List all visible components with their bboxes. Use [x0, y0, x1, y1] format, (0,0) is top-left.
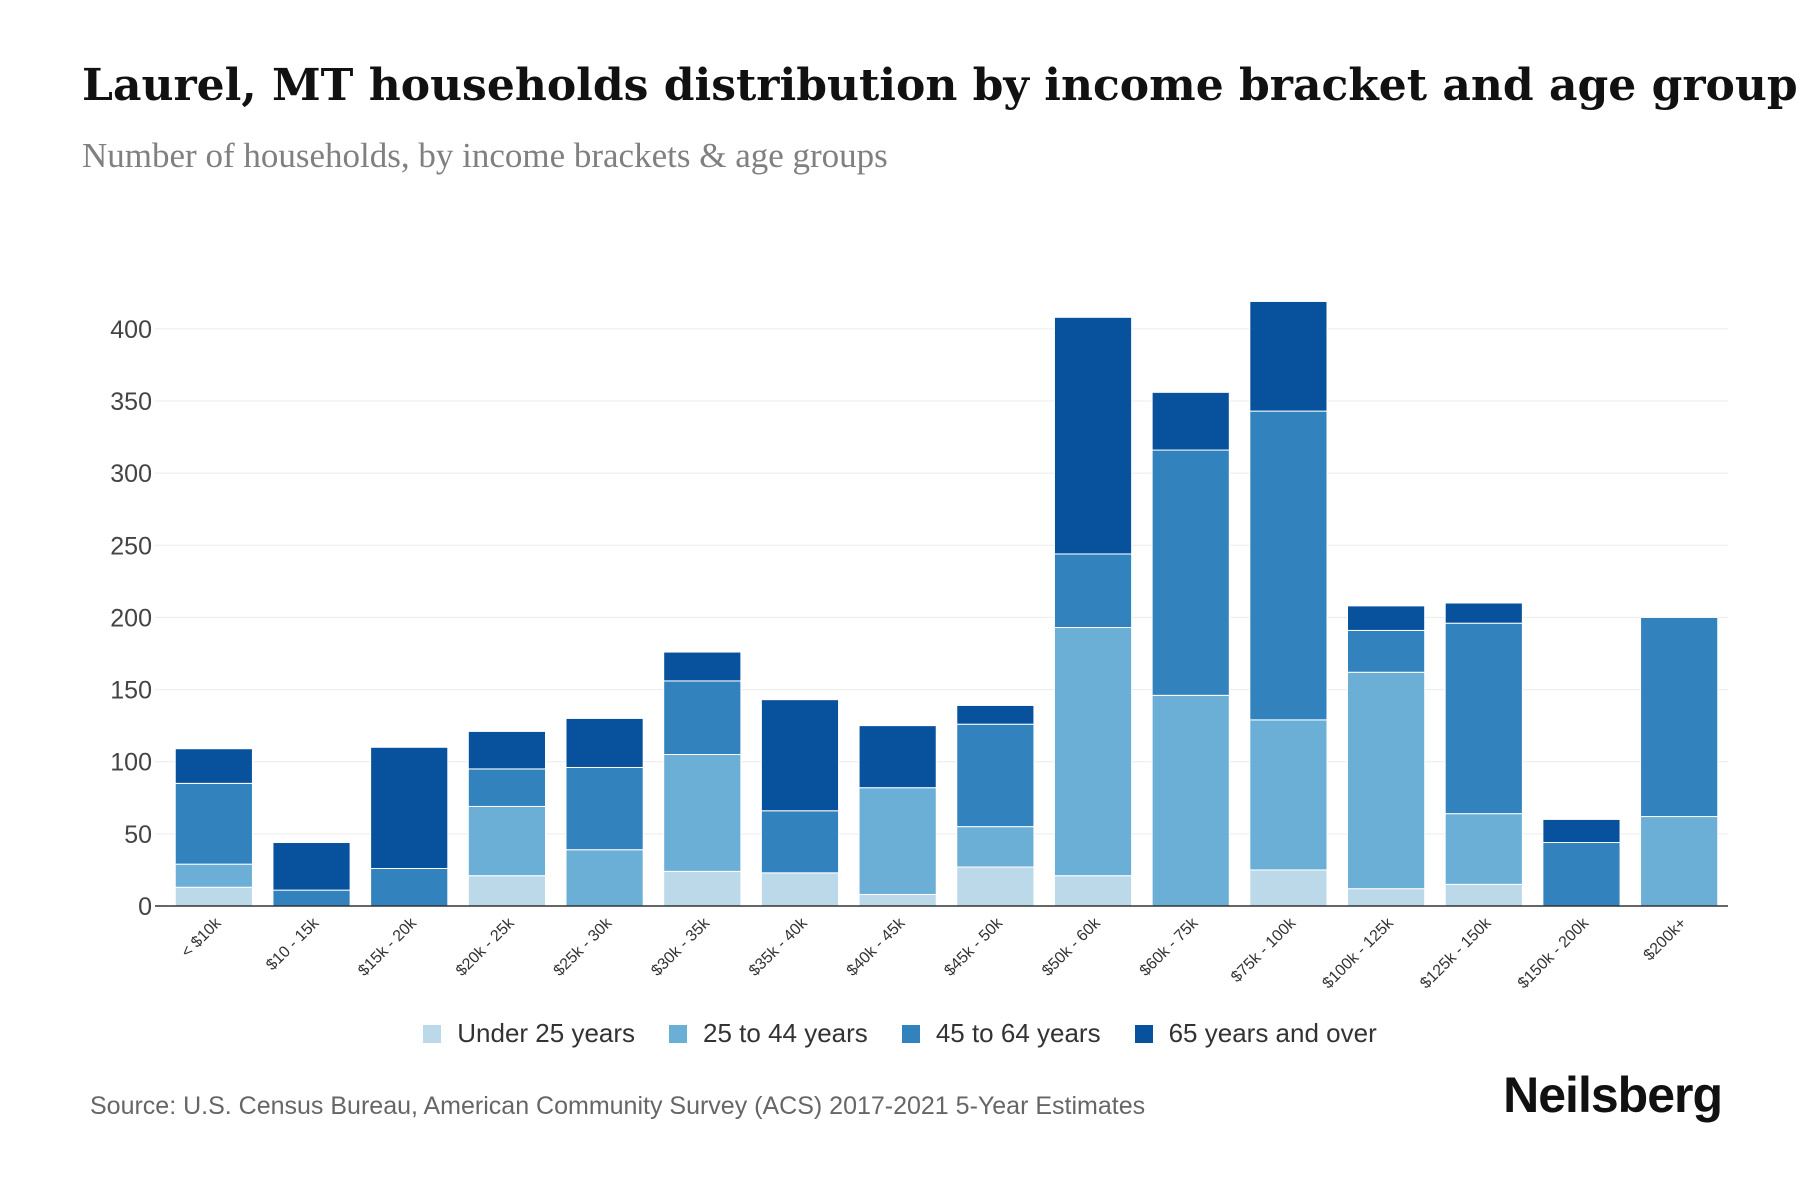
bar-segment: [956, 723, 1035, 828]
bar-segment: [174, 886, 253, 907]
x-tick-label: $10 - 15k: [263, 914, 323, 974]
x-tick-label: $100k - 125k: [1319, 914, 1397, 992]
bar-segment: [663, 870, 742, 907]
bar-segment: [467, 730, 546, 770]
x-tick-label: $75k - 100k: [1228, 914, 1300, 986]
bar-segment: [858, 893, 937, 907]
legend-label: 45 to 64 years: [935, 1018, 1101, 1048]
bar-segment: [663, 680, 742, 756]
x-tick-label: $125k - 150k: [1417, 914, 1495, 992]
bar-segment: [956, 704, 1035, 725]
y-tick-label: 300: [110, 460, 152, 488]
bar-segment: [1542, 818, 1621, 844]
legend-swatch: [1134, 1024, 1153, 1043]
bar-segment: [1347, 888, 1426, 907]
bar-segment: [1444, 813, 1523, 885]
y-tick-label: 0: [138, 893, 152, 921]
legend: Under 25 years 25 to 44 years 45 to 64 y…: [0, 1018, 1800, 1049]
x-tick-label: < $10k: [178, 914, 225, 961]
bar-segment: [467, 805, 546, 877]
bar-segment: [1053, 316, 1133, 555]
bar-segment: [1151, 694, 1230, 907]
x-tick-label: $30k - 35k: [648, 914, 714, 980]
x-tick-label: $45k - 50k: [941, 914, 1007, 980]
x-tick-label: $200k+: [1641, 915, 1690, 964]
bar-segment: [1053, 553, 1133, 629]
x-tick-label: $150k - 200k: [1515, 914, 1593, 992]
bar-segment: [956, 866, 1035, 907]
source-note: Source: U.S. Census Bureau, American Com…: [90, 1092, 1146, 1120]
bar-segment: [1249, 719, 1328, 871]
x-tick-label: $50k - 60k: [1039, 914, 1105, 980]
bar-segment: [1444, 883, 1523, 907]
bar-segment: [565, 766, 644, 851]
bar-segment: [174, 863, 253, 888]
legend-item-under-25: Under 25 years: [423, 1018, 635, 1049]
x-tick-label: $60k - 75k: [1137, 914, 1203, 980]
bar-segment: [858, 725, 937, 789]
bar-segment: [174, 748, 253, 784]
x-tick-label: $35k - 40k: [746, 914, 812, 980]
bar-segment: [760, 872, 840, 907]
legend-item-65-over: 65 years and over: [1134, 1018, 1377, 1049]
y-tick-label: 350: [110, 388, 152, 416]
y-tick-label: 50: [124, 821, 152, 849]
chart-title: Laurel, MT households distribution by in…: [82, 60, 1798, 111]
y-tick-label: 100: [110, 749, 152, 777]
bar-segment: [1640, 616, 1719, 818]
bar-segment: [1053, 875, 1133, 907]
y-tick-label: 400: [110, 316, 152, 344]
bar-segment: [1249, 410, 1328, 721]
bar-segment: [760, 699, 840, 812]
bar-segment: [565, 849, 644, 907]
bar-segment: [467, 875, 546, 907]
bar-segment: [272, 889, 351, 907]
bar-segment: [467, 768, 546, 807]
bar-segment: [956, 826, 1035, 868]
legend-item-45-64: 45 to 64 years: [901, 1018, 1101, 1049]
bar-segment: [272, 842, 351, 891]
legend-swatch: [901, 1024, 920, 1043]
bar-segment: [1640, 816, 1719, 907]
bar-segment: [1151, 449, 1230, 696]
x-tick-label: $20k - 25k: [453, 914, 519, 980]
bar-segment: [1542, 842, 1621, 907]
legend-label: Under 25 years: [457, 1018, 636, 1048]
bar-segment: [1249, 300, 1328, 412]
bar-segment: [1347, 671, 1426, 890]
bar-segment: [1444, 602, 1523, 624]
bar-segment: [174, 782, 253, 865]
legend-label: 65 years and over: [1168, 1018, 1377, 1048]
bar-segment: [760, 810, 840, 874]
bar-segment: [1053, 627, 1133, 877]
legend-swatch: [669, 1024, 688, 1043]
legend-item-25-44: 25 to 44 years: [669, 1018, 868, 1049]
bar-segment: [565, 717, 644, 768]
y-tick-label: 250: [110, 532, 152, 560]
bar-segment: [1151, 391, 1230, 451]
chart-subtitle: Number of households, by income brackets…: [82, 136, 888, 175]
x-tick-label: $25k - 30k: [551, 914, 617, 980]
bar-segment: [663, 651, 742, 682]
x-tick-label: $40k - 45k: [844, 914, 910, 980]
brand-logo: Neilsberg: [1503, 1067, 1723, 1123]
bar-segment: [1249, 869, 1328, 907]
bar-segment: [370, 746, 449, 869]
bar-segment: [1444, 622, 1523, 815]
y-tick-label: 200: [110, 604, 152, 632]
bar-segment: [663, 754, 742, 872]
bar-segment: [1347, 629, 1426, 673]
y-tick-label: 150: [110, 677, 152, 705]
bar-segment: [858, 787, 937, 895]
bar-segment: [370, 867, 449, 907]
bar-segment: [1347, 605, 1426, 631]
x-tick-label: $15k - 20k: [355, 914, 421, 980]
legend-swatch: [423, 1024, 442, 1043]
legend-label: 25 to 44 years: [703, 1018, 868, 1048]
